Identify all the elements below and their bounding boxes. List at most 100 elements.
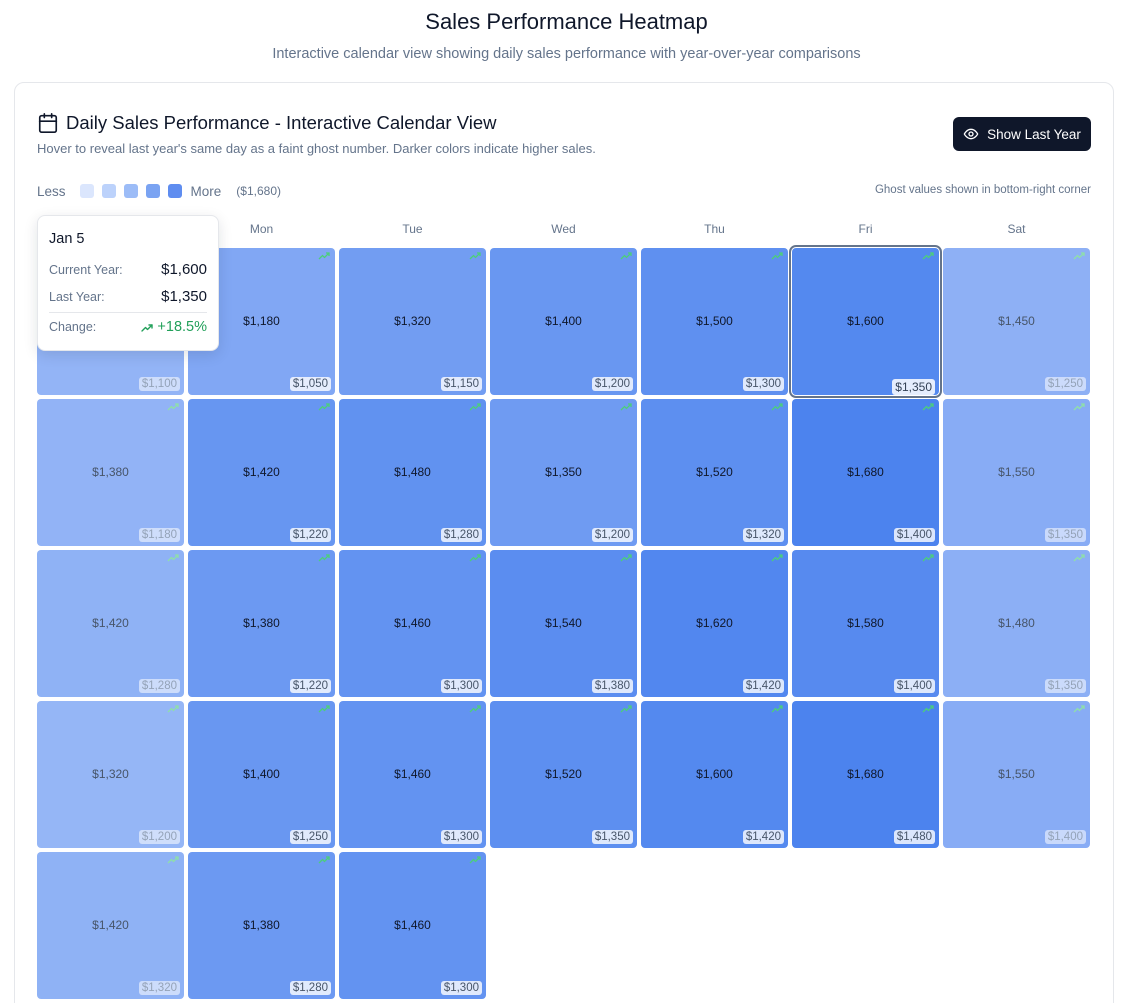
day-cell[interactable]: $1,480 $1,350 bbox=[943, 550, 1090, 697]
day-cell[interactable]: $1,500 $1,300 bbox=[641, 248, 788, 395]
page-title: Sales Performance Heatmap bbox=[425, 9, 708, 34]
day-ghost-value: $1,200 bbox=[591, 528, 633, 542]
day-cell[interactable]: $1,580 $1,400 bbox=[792, 550, 939, 697]
legend-swatch bbox=[145, 184, 160, 198]
trending-up-icon bbox=[167, 554, 179, 562]
day-cell[interactable]: $1,460 $1,300 bbox=[339, 852, 486, 999]
trending-up-icon bbox=[167, 403, 179, 411]
day-current-value: $1,420 bbox=[92, 918, 129, 932]
day-cell[interactable]: $1,520 $1,320 bbox=[641, 399, 788, 546]
day-cell[interactable]: $1,480 $1,280 bbox=[339, 399, 486, 546]
day-ghost-value: $1,280 bbox=[440, 528, 482, 542]
day-ghost-value: $1,420 bbox=[742, 679, 784, 693]
day-current-value: $1,480 bbox=[998, 616, 1035, 630]
legend-note: Ghost values shown in bottom-right corne… bbox=[874, 184, 1091, 196]
day-cell[interactable]: $1,350 $1,200 bbox=[490, 399, 637, 546]
day-ghost-value: $1,300 bbox=[440, 679, 482, 693]
trending-up-icon bbox=[1073, 403, 1085, 411]
weekday-header: Mon bbox=[249, 222, 274, 236]
day-current-value: $1,460 bbox=[394, 767, 431, 781]
day-cell[interactable]: $1,380 $1,280 bbox=[188, 852, 335, 999]
day-ghost-value: $1,480 bbox=[893, 830, 935, 844]
day-current-value: $1,600 bbox=[847, 314, 884, 328]
day-cell[interactable]: $1,600 $1,350 bbox=[789, 245, 942, 398]
day-current-value: $1,520 bbox=[545, 767, 582, 781]
trending-up-icon bbox=[620, 554, 632, 562]
day-current-value: $1,400 bbox=[243, 767, 280, 781]
card-description: Hover to reveal last year's same day as … bbox=[37, 141, 596, 156]
day-cell[interactable]: $1,320 $1,150 bbox=[339, 248, 486, 395]
trending-up-icon bbox=[141, 323, 154, 332]
day-current-value: $1,180 bbox=[243, 314, 280, 328]
trending-up-icon bbox=[469, 856, 481, 864]
tooltip-date: Jan 5 bbox=[49, 231, 85, 247]
tooltip-last-row: Last Year: $1,350 bbox=[49, 288, 207, 305]
trending-up-icon bbox=[922, 252, 934, 260]
day-current-value: $1,450 bbox=[998, 314, 1035, 328]
trending-up-icon bbox=[318, 856, 330, 864]
day-cell[interactable]: $1,400 $1,250 bbox=[188, 701, 335, 848]
trending-up-icon bbox=[1073, 705, 1085, 713]
day-cell[interactable]: $1,450 $1,250 bbox=[943, 248, 1090, 395]
day-ghost-value: $1,400 bbox=[893, 528, 935, 542]
day-ghost-value: $1,350 bbox=[591, 830, 633, 844]
day-cell[interactable]: $1,620 $1,420 bbox=[641, 550, 788, 697]
day-cell[interactable]: $1,380 $1,220 bbox=[188, 550, 335, 697]
trending-up-icon bbox=[318, 554, 330, 562]
day-cell[interactable]: $1,420 $1,320 bbox=[37, 852, 184, 999]
trending-up-icon bbox=[922, 403, 934, 411]
day-current-value: $1,550 bbox=[998, 465, 1035, 479]
tooltip-change-value: +18.5% bbox=[141, 319, 207, 335]
day-ghost-value: $1,350 bbox=[892, 379, 935, 395]
day-cell[interactable]: $1,320 $1,200 bbox=[37, 701, 184, 848]
card-title: Daily Sales Performance - Interactive Ca… bbox=[66, 112, 497, 133]
show-last-year-button[interactable]: Show Last Year bbox=[953, 117, 1091, 151]
calendar-icon bbox=[38, 113, 58, 133]
day-cell[interactable]: $1,520 $1,350 bbox=[490, 701, 637, 848]
trending-up-icon bbox=[771, 705, 783, 713]
day-cell[interactable]: $1,460 $1,300 bbox=[339, 550, 486, 697]
day-ghost-value: $1,420 bbox=[742, 830, 784, 844]
day-current-value: $1,380 bbox=[243, 616, 280, 630]
trending-up-icon bbox=[469, 554, 481, 562]
day-cell[interactable]: $1,460 $1,300 bbox=[339, 701, 486, 848]
day-current-value: $1,600 bbox=[696, 767, 733, 781]
day-cell[interactable]: $1,550 $1,400 bbox=[943, 701, 1090, 848]
day-cell[interactable]: $1,680 $1,400 bbox=[792, 399, 939, 546]
trending-up-icon bbox=[620, 403, 632, 411]
day-cell[interactable]: $1,400 $1,200 bbox=[490, 248, 637, 395]
day-ghost-value: $1,400 bbox=[893, 679, 935, 693]
legend-swatch bbox=[79, 184, 94, 198]
weekday-header: Sat bbox=[1007, 222, 1026, 236]
trending-up-icon bbox=[922, 705, 934, 713]
day-cell[interactable]: $1,380 $1,180 bbox=[37, 399, 184, 546]
page-subtitle: Interactive calendar view showing daily … bbox=[272, 46, 861, 62]
trending-up-icon bbox=[922, 554, 934, 562]
day-ghost-value: $1,050 bbox=[289, 377, 331, 391]
tooltip-current-label: Current Year: bbox=[49, 262, 123, 277]
weekday-header: Thu bbox=[704, 222, 725, 236]
day-current-value: $1,460 bbox=[394, 616, 431, 630]
day-cell[interactable]: $1,420 $1,220 bbox=[188, 399, 335, 546]
trending-up-icon bbox=[771, 252, 783, 260]
day-current-value: $1,550 bbox=[998, 767, 1035, 781]
day-ghost-value: $1,100 bbox=[138, 377, 180, 391]
trending-up-icon bbox=[318, 252, 330, 260]
day-cell[interactable]: $1,600 $1,420 bbox=[641, 701, 788, 848]
day-ghost-value: $1,380 bbox=[591, 679, 633, 693]
weekday-header: Tue bbox=[402, 222, 423, 236]
legend-more-label: More bbox=[190, 183, 222, 199]
legend-swatch bbox=[101, 184, 116, 198]
day-cell[interactable]: $1,550 $1,350 bbox=[943, 399, 1090, 546]
show-last-year-label: Show Last Year bbox=[987, 126, 1081, 142]
day-current-value: $1,480 bbox=[394, 465, 431, 479]
legend-less-label: Less bbox=[37, 183, 66, 199]
day-cell[interactable]: $1,680 $1,480 bbox=[792, 701, 939, 848]
day-cell[interactable]: $1,540 $1,380 bbox=[490, 550, 637, 697]
day-cell[interactable]: $1,420 $1,280 bbox=[37, 550, 184, 697]
day-current-value: $1,520 bbox=[696, 465, 733, 479]
tooltip-change-label: Change: bbox=[49, 320, 97, 334]
day-current-value: $1,320 bbox=[92, 767, 129, 781]
day-tooltip: Jan 5 Current Year: $1,600 Last Year: $1… bbox=[37, 215, 219, 351]
trending-up-icon bbox=[771, 403, 783, 411]
